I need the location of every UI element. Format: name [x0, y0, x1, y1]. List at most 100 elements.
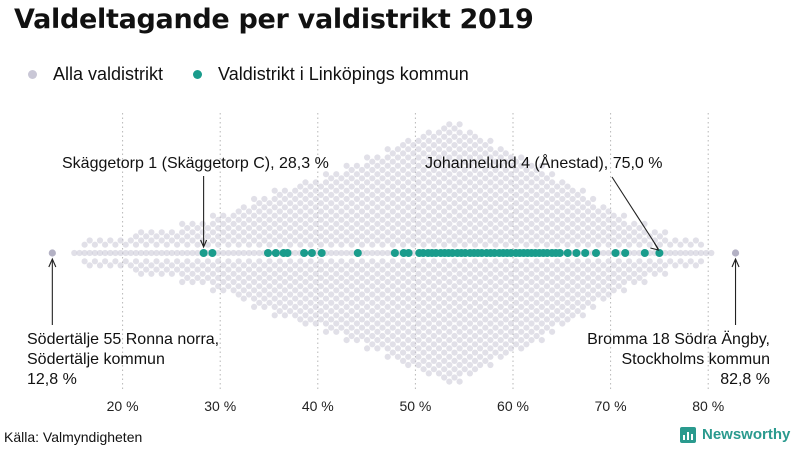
- district-point: [600, 262, 607, 269]
- district-point: [487, 361, 494, 369]
- district-point: [374, 195, 381, 203]
- district-point: [513, 308, 520, 315]
- district-point: [364, 171, 371, 178]
- district-point: [513, 258, 520, 265]
- district-point: [297, 308, 304, 315]
- district-point: [435, 370, 443, 377]
- district-point: [466, 337, 473, 344]
- district-point: [446, 220, 453, 227]
- district-point: [420, 316, 427, 323]
- district-point: [153, 258, 160, 265]
- district-point: [456, 328, 463, 335]
- district-point: [435, 320, 443, 327]
- district-point: [482, 316, 489, 323]
- district-point: [605, 225, 612, 232]
- district-point: [312, 187, 319, 194]
- district-point: [477, 312, 484, 319]
- district-point: [230, 262, 237, 269]
- district-point: [379, 274, 386, 281]
- district-point: [317, 241, 324, 248]
- district-point: [364, 195, 371, 203]
- district-point: [595, 233, 602, 240]
- district-point: [394, 146, 401, 153]
- district-point: [199, 278, 206, 286]
- district-point: [477, 137, 484, 144]
- district-point: [482, 183, 489, 190]
- district-point: [482, 175, 489, 182]
- district-point: [590, 278, 597, 286]
- district-point: [461, 233, 468, 240]
- district-point: [317, 299, 324, 306]
- district-point: [446, 278, 453, 286]
- district-point: [502, 150, 509, 157]
- district-point: [677, 241, 684, 248]
- district-point: [615, 283, 622, 290]
- district-point: [415, 278, 422, 286]
- district-point: [271, 195, 278, 203]
- district-point: [333, 179, 340, 186]
- district-point: [497, 262, 504, 269]
- district-point: [456, 162, 463, 169]
- district-point: [543, 266, 551, 273]
- district-point: [564, 241, 571, 248]
- district-point: [667, 258, 674, 265]
- district-point: [369, 233, 376, 240]
- district-point: [384, 146, 391, 153]
- district-point: [487, 195, 494, 203]
- district-point: [492, 208, 499, 215]
- district-point: [81, 241, 88, 248]
- district-point: [487, 328, 494, 335]
- district-point: [348, 233, 355, 240]
- district-point: [405, 237, 412, 244]
- district-point: [384, 262, 391, 269]
- district-point: [528, 328, 535, 335]
- district-point: [379, 341, 386, 348]
- district-point: [297, 258, 304, 265]
- district-point: [492, 175, 499, 182]
- district-point: [410, 341, 417, 348]
- district-point: [153, 249, 160, 257]
- district-point: [425, 312, 432, 319]
- district-point: [400, 233, 407, 240]
- district-point: [389, 241, 396, 248]
- brand-name: Newsworthy: [702, 426, 791, 443]
- district-point: [533, 291, 540, 298]
- district-point: [379, 208, 386, 215]
- district-point: [358, 233, 366, 240]
- district-point: [415, 179, 422, 186]
- district-point: [471, 258, 479, 265]
- district-point: [533, 266, 540, 273]
- district-point: [328, 233, 335, 240]
- district-point: [405, 146, 412, 153]
- district-point: [71, 249, 78, 257]
- district-point: [405, 337, 412, 344]
- district-point: [513, 324, 520, 331]
- district-point: [235, 283, 242, 290]
- district-point: [492, 324, 499, 331]
- district-point: [543, 233, 551, 240]
- district-point: [281, 262, 288, 269]
- district-point: [384, 162, 391, 169]
- district-point: [127, 237, 134, 244]
- district-point: [364, 204, 371, 211]
- district-point: [502, 332, 509, 340]
- district-point: [158, 262, 165, 269]
- district-point: [281, 229, 288, 236]
- district-point: [461, 316, 468, 323]
- district-point: [204, 241, 211, 248]
- brand-logo[interactable]: Newsworthy: [680, 426, 790, 443]
- district-point: [564, 208, 571, 215]
- district-point: [261, 229, 268, 236]
- district-point: [328, 274, 335, 281]
- district-point: [492, 150, 499, 157]
- district-point: [466, 171, 473, 178]
- district-point: [240, 249, 247, 257]
- district-point: [523, 225, 530, 232]
- district-point: [338, 216, 345, 223]
- district-point: [235, 266, 242, 273]
- district-point: [441, 308, 448, 315]
- district-point: [477, 179, 484, 186]
- district-point: [297, 191, 304, 198]
- district-point: [420, 308, 427, 315]
- district-point: [353, 270, 360, 277]
